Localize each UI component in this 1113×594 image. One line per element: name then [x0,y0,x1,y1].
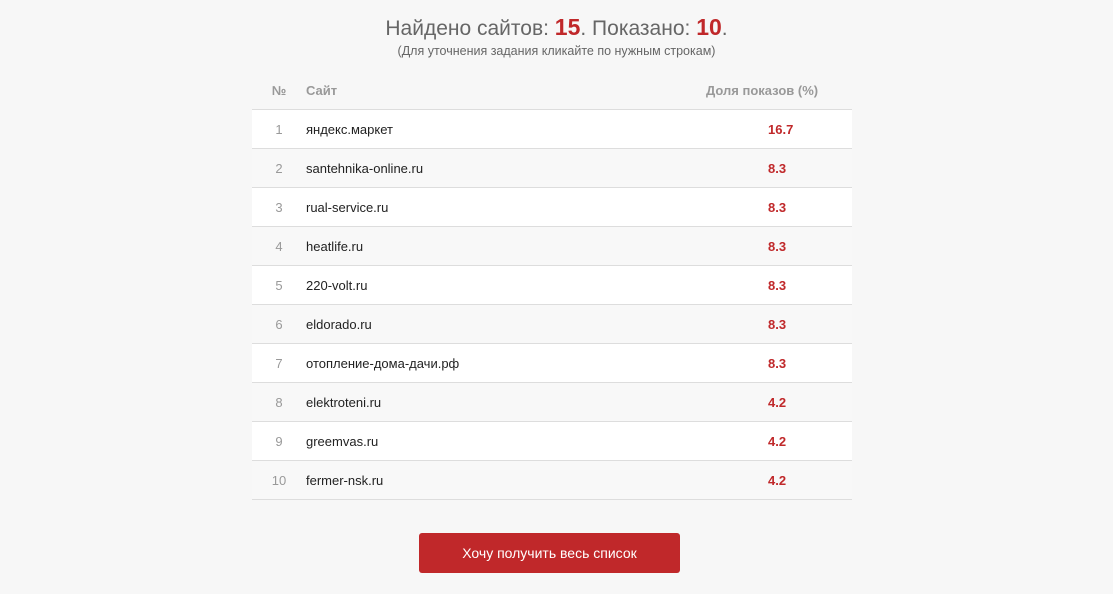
row-number: 8 [252,382,306,422]
row-share: 8.3 [706,226,852,266]
table-row[interactable]: 5 220-volt.ru 8.3 [252,265,852,305]
row-site: greemvas.ru [306,421,706,461]
row-share: 16.7 [706,109,852,149]
row-share: 8.3 [706,304,852,344]
found-label: Найдено сайтов: [385,17,555,40]
table-row[interactable]: 1 яндекс.маркет 16.7 [252,109,852,149]
row-number: 1 [252,109,306,149]
row-share: 4.2 [706,460,852,500]
get-full-list-button[interactable]: Хочу получить весь список [419,533,680,573]
table-row[interactable]: 2 santehnika-online.ru 8.3 [252,148,852,188]
row-share: 8.3 [706,148,852,188]
found-count: 15 [554,14,581,40]
row-site: santehnika-online.ru [306,148,706,188]
row-number: 9 [252,421,306,461]
row-site: eldorado.ru [306,304,706,344]
table-header: № Сайт Доля показов (%) [252,78,852,110]
column-number: № [252,78,306,110]
row-share: 8.3 [706,343,852,383]
row-share: 8.3 [706,187,852,227]
row-site: fermer-nsk.ru [306,460,706,500]
row-share: 8.3 [706,265,852,305]
row-site: яндекс.маркет [306,109,706,149]
column-share: Доля показов (%) [706,78,852,110]
table-row[interactable]: 7 отопление-дома-дачи.рф 8.3 [252,343,852,383]
table-row[interactable]: 3 rual-service.ru 8.3 [252,187,852,227]
row-number: 5 [252,265,306,305]
row-site: rual-service.ru [306,187,706,227]
row-number: 4 [252,226,306,266]
table-row[interactable]: 6 eldorado.ru 8.3 [252,304,852,344]
row-number: 7 [252,343,306,383]
row-share: 4.2 [706,421,852,461]
title-end: . [721,17,728,40]
row-site: 220-volt.ru [306,265,706,305]
subtitle: (Для уточнения задания кликайте по нужны… [397,44,716,58]
row-number: 6 [252,304,306,344]
row-share: 4.2 [706,382,852,422]
row-site: heatlife.ru [306,226,706,266]
row-number: 2 [252,148,306,188]
results-summary: Найдено сайтов: 15. Показано: 10. [0,14,1113,41]
row-site: отопление-дома-дачи.рф [306,343,706,383]
shown-count: 10 [696,14,722,40]
table-row[interactable]: 10 fermer-nsk.ru 4.2 [252,460,852,500]
row-number: 10 [252,460,306,500]
table-row[interactable]: 9 greemvas.ru 4.2 [252,421,852,461]
row-site: elektroteni.ru [306,382,706,422]
table-row[interactable]: 4 heatlife.ru 8.3 [252,226,852,266]
row-number: 3 [252,187,306,227]
column-site: Сайт [306,78,706,110]
table-row[interactable]: 8 elektroteni.ru 4.2 [252,382,852,422]
sites-table: № Сайт Доля показов (%) 1 яндекс.маркет 16… [252,78,852,500]
shown-label: . Показано: [580,17,697,40]
